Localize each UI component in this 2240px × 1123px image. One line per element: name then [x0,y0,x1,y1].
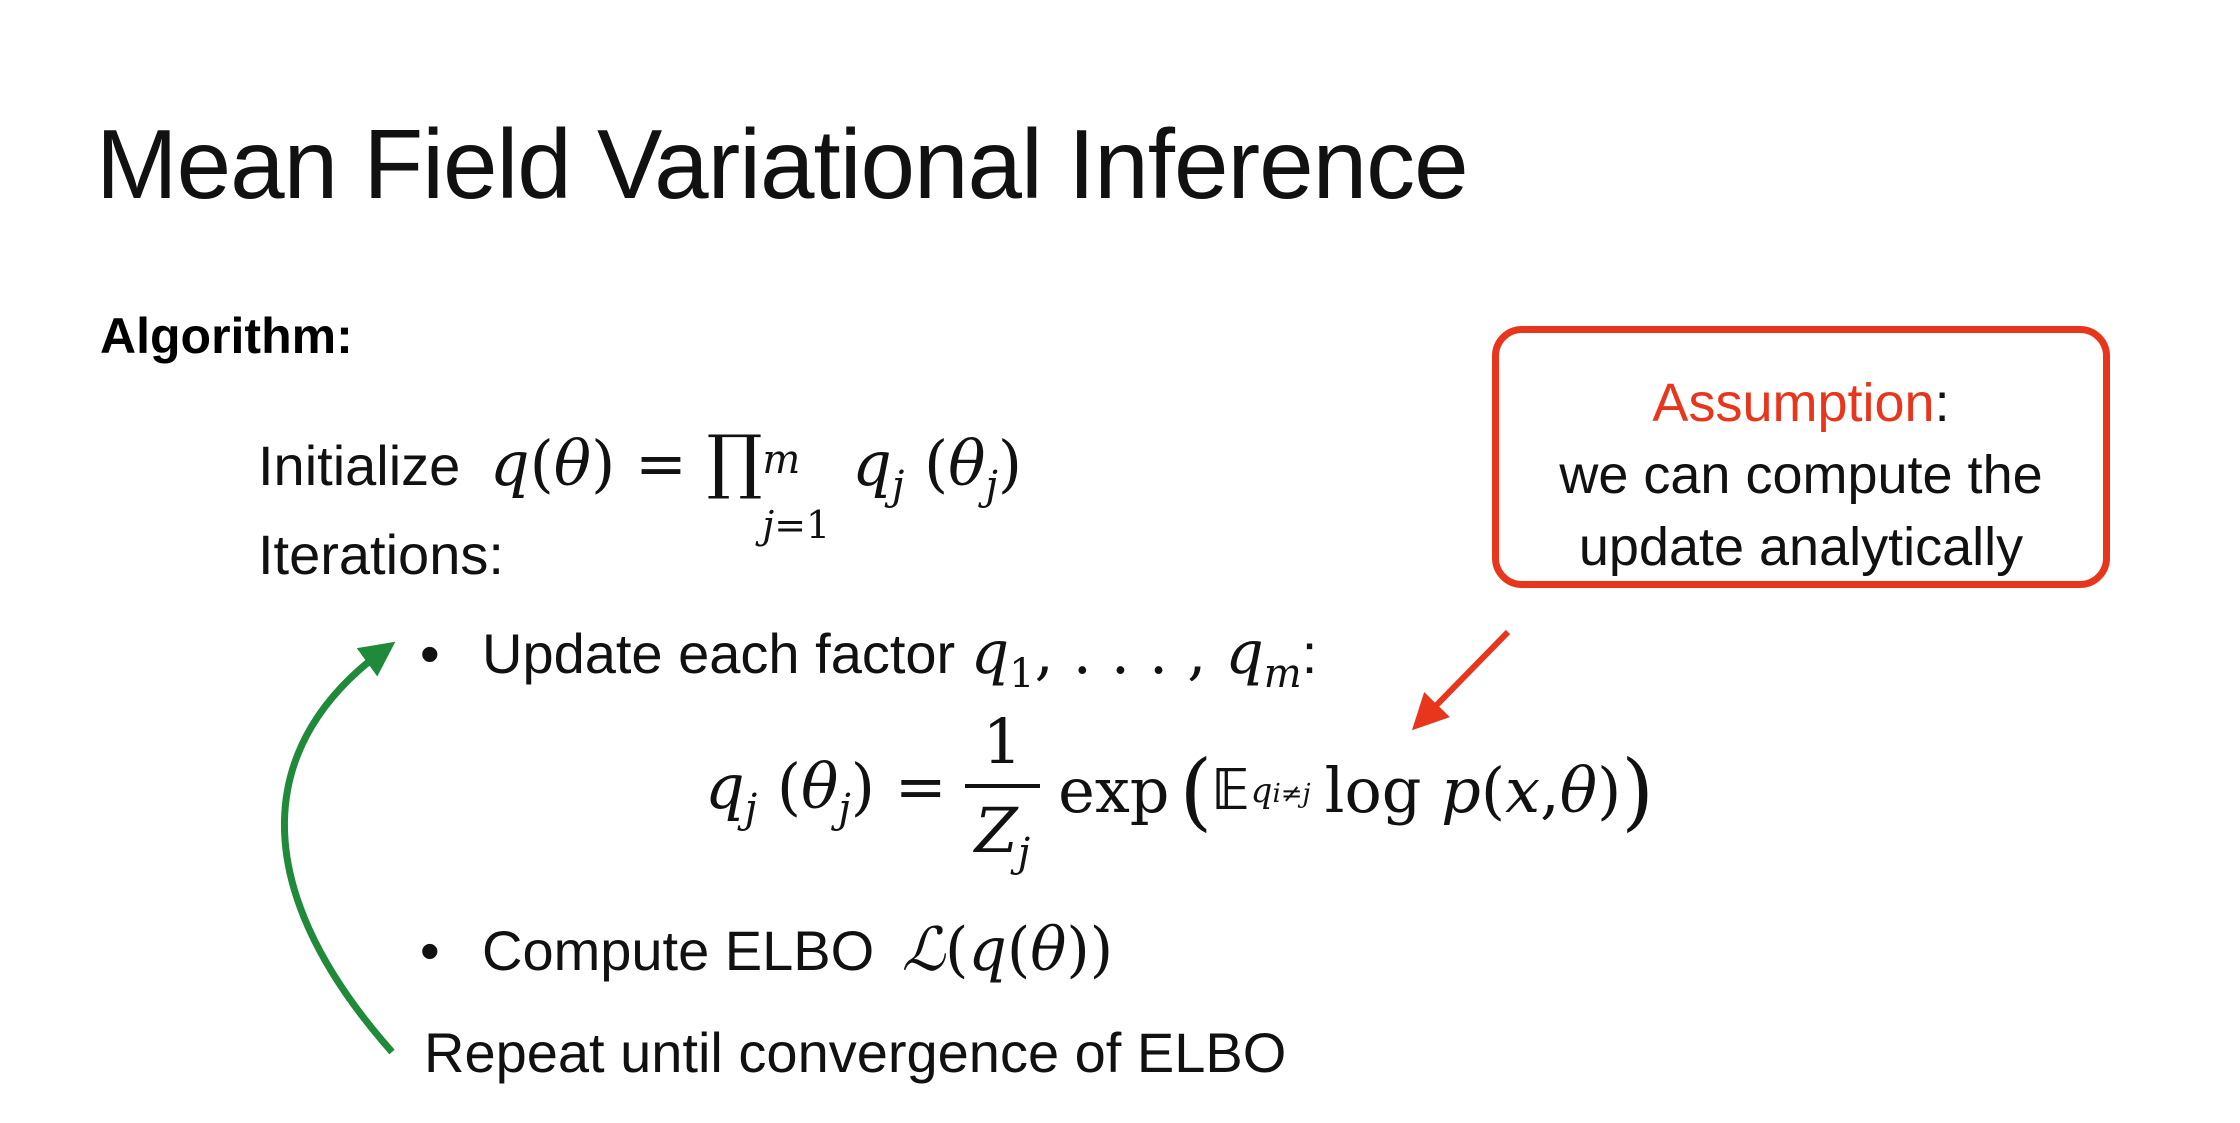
loop-arrow-icon [281,641,396,1055]
factors-formula: q1, . . . , qm [970,618,1302,697]
callout-pointer-arrow [1411,629,1511,731]
bullet-update-text: Update each factor [482,622,956,685]
iterations-label: Iterations: [258,523,504,586]
repeat-line: Repeat until convergence of ELBO [424,1021,1287,1084]
bullet-dot-icon: • [420,919,440,982]
initialize-line: Initialize q(θ) = ∏ m j=1 qj (θj) [258,420,1023,547]
assumption-callout: Assumption: we can compute the update an… [1492,326,2110,588]
normalizer-fraction: 1 Zj [964,705,1041,876]
elbo-formula: ℒ(q(θ)) [901,915,1114,985]
bullet-compute-elbo: • Compute ELBO ℒ(q(θ)) [420,915,1113,985]
bullet-update-factors: • Update each factor q1, . . . , qm: [420,618,1318,697]
slide-title: Mean Field Variational Inference [96,109,1469,219]
algorithm-heading: Algorithm: [100,308,353,364]
initialize-label: Initialize [258,434,461,497]
initialize-formula: q(θ) = ∏ m j=1 qj (θj) [489,420,1023,547]
bullet-dot-icon: • [420,622,440,685]
assumption-heading: Assumption [1652,373,1935,433]
assumption-colon: : [1934,373,1950,433]
bullet-compute-text: Compute ELBO [482,919,875,982]
assumption-body: we can compute the update analytically [1559,445,2043,577]
